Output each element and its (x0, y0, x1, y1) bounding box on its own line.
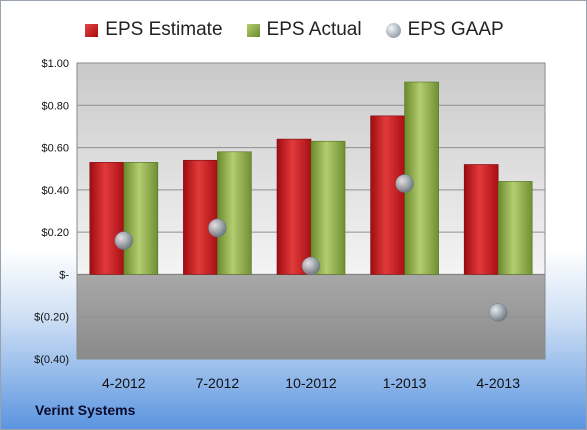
legend-label-estimate: EPS Estimate (105, 19, 223, 40)
company-name: Verint Systems (35, 402, 136, 418)
bar-eps-actual (123, 162, 159, 275)
bar-eps-estimate (183, 159, 218, 275)
bar-eps-estimate (89, 162, 125, 275)
legend-label-actual: EPS Actual (266, 19, 362, 40)
y-tick-label: $0.20 (41, 227, 69, 239)
bar-eps-estimate (276, 138, 312, 275)
x-tick-label: 7-2012 (196, 375, 240, 391)
legend-swatch-estimate (85, 23, 99, 37)
bar-eps-estimate (370, 115, 405, 275)
y-tick-label: $(0.40) (34, 354, 69, 366)
bar-eps-actual (497, 181, 533, 275)
bar-eps-actual (310, 140, 346, 275)
point-eps-gaap (208, 218, 227, 238)
legend-swatch-gaap (385, 22, 401, 38)
x-tick-label: 1-2013 (383, 375, 427, 391)
chart-legend: EPS Estimate EPS Actual EPS GAAP (1, 15, 586, 45)
y-tick-label: $0.40 (41, 185, 69, 197)
y-tick-label: $0.80 (41, 100, 69, 112)
y-tick-label: $0.60 (41, 143, 69, 155)
x-tick-label: 4-2013 (476, 375, 520, 391)
point-eps-gaap (488, 303, 508, 322)
legend-swatch-actual (246, 23, 260, 37)
x-tick-label: 4-2012 (102, 375, 146, 391)
point-eps-gaap (114, 231, 134, 250)
y-tick-label: $1.00 (41, 58, 69, 70)
y-tick-label: $- (59, 269, 69, 281)
bar-eps-estimate (463, 164, 499, 275)
point-eps-gaap (395, 174, 414, 193)
legend-item-gaap: EPS GAAP (385, 19, 504, 41)
plot-border (76, 62, 546, 360)
y-tick-label: $(0.20) (34, 312, 69, 324)
x-tick-label: 10-2012 (285, 375, 337, 391)
legend-item-actual: EPS Actual (246, 19, 362, 41)
point-eps-gaap (301, 256, 321, 276)
bar-eps-actual (217, 151, 252, 275)
legend-item-estimate: EPS Estimate (85, 19, 223, 41)
legend-label-gaap: EPS GAAP (407, 19, 504, 40)
